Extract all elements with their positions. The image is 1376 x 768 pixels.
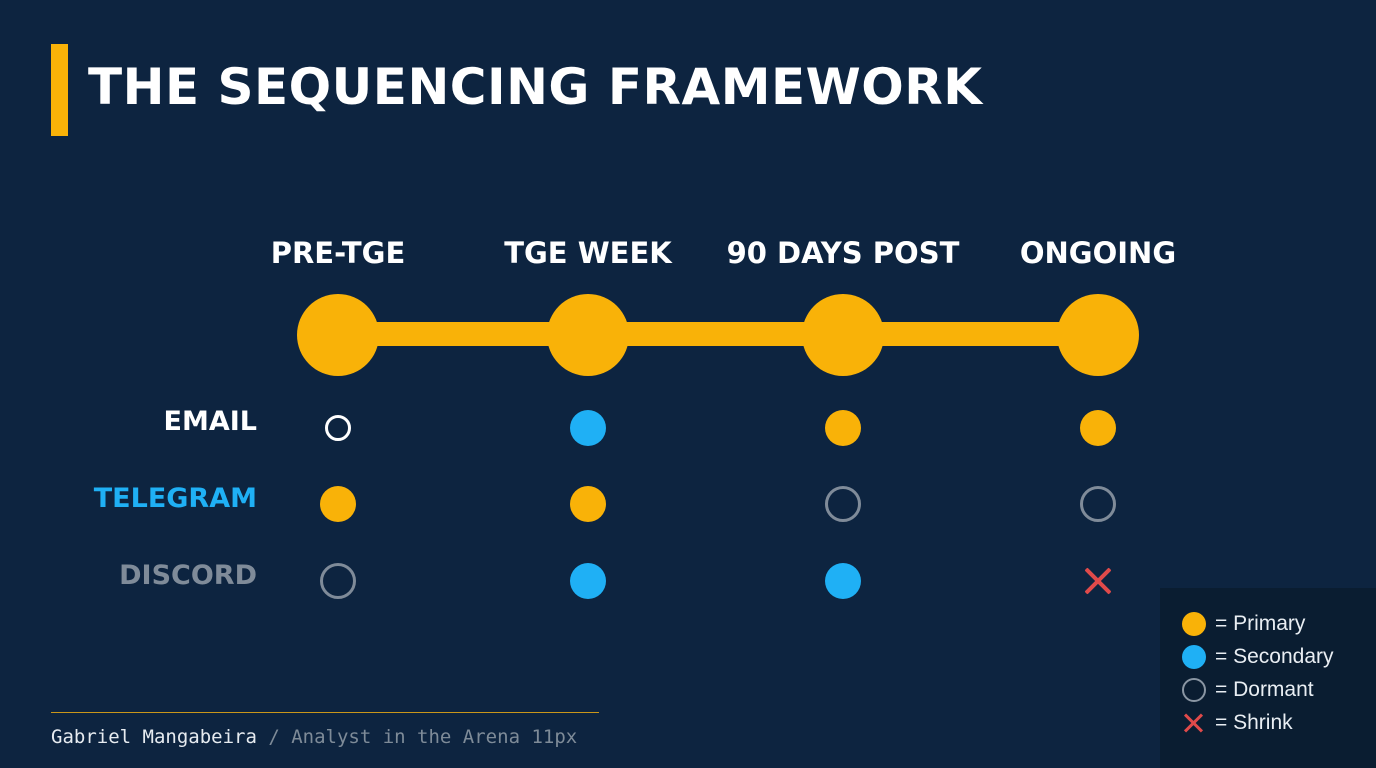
legend-item-shrink: = Shrink bbox=[1182, 710, 1293, 736]
timeline-node-90-days-post bbox=[802, 294, 884, 376]
credit-affiliation: / Analyst in the Arena 11px bbox=[256, 726, 578, 748]
row-label-telegram: TELEGRAM bbox=[93, 483, 257, 514]
shrink-x-icon bbox=[1182, 711, 1206, 735]
timeline-node-pre-tge bbox=[297, 294, 379, 376]
row-label-discord: DISCORD bbox=[119, 560, 257, 591]
email-90-days-post-primary-dot bbox=[825, 410, 861, 446]
secondary-dot-icon bbox=[1182, 645, 1206, 669]
timeline-node-tge-week bbox=[547, 294, 629, 376]
dormant-ring-icon bbox=[1182, 678, 1206, 702]
phase-label-90-days-post: 90 DAYS POST bbox=[726, 236, 960, 270]
email-ongoing-primary-dot bbox=[1080, 410, 1116, 446]
phase-label-tge-week: TGE WEEK bbox=[504, 236, 672, 270]
primary-dot-icon bbox=[1182, 612, 1206, 636]
legend-label-secondary: = Secondary bbox=[1215, 645, 1334, 668]
phase-label-ongoing: ONGOING bbox=[1019, 236, 1177, 270]
telegram-ongoing-dormant-dot bbox=[1080, 486, 1116, 522]
legend-label-shrink: = Shrink bbox=[1215, 711, 1293, 734]
title-accent-bar bbox=[51, 44, 68, 136]
timeline-node-ongoing bbox=[1057, 294, 1139, 376]
timeline-line bbox=[338, 322, 1098, 346]
discord-90-days-post-secondary-dot bbox=[825, 563, 861, 599]
legend: = Primary = Secondary = Dormant = Shrink bbox=[1160, 588, 1376, 768]
telegram-90-days-post-dormant-dot bbox=[825, 486, 861, 522]
legend-item-dormant: = Dormant bbox=[1182, 677, 1314, 703]
telegram-pre-tge-primary-dot bbox=[320, 486, 356, 522]
legend-label-primary: = Primary bbox=[1215, 612, 1306, 635]
credit-line: Gabriel Mangabeira / Analyst in the Aren… bbox=[51, 726, 577, 748]
legend-item-secondary: = Secondary bbox=[1182, 644, 1334, 670]
legend-label-dormant: = Dormant bbox=[1215, 678, 1314, 701]
discord-pre-tge-dormant-dot bbox=[320, 563, 356, 599]
page-title: THE SEQUENCING FRAMEWORK bbox=[88, 58, 983, 116]
email-pre-tge-dormant-light-dot bbox=[325, 415, 351, 441]
footer-divider bbox=[51, 712, 599, 713]
discord-tge-week-secondary-dot bbox=[570, 563, 606, 599]
email-tge-week-secondary-dot bbox=[570, 410, 606, 446]
legend-item-primary: = Primary bbox=[1182, 611, 1305, 637]
row-label-email: EMAIL bbox=[163, 406, 257, 437]
telegram-tge-week-primary-dot bbox=[570, 486, 606, 522]
shrink-x-icon bbox=[1081, 564, 1115, 598]
credit-author: Gabriel Mangabeira bbox=[51, 726, 257, 748]
phase-label-pre-tge: PRE-TGE bbox=[270, 236, 406, 270]
